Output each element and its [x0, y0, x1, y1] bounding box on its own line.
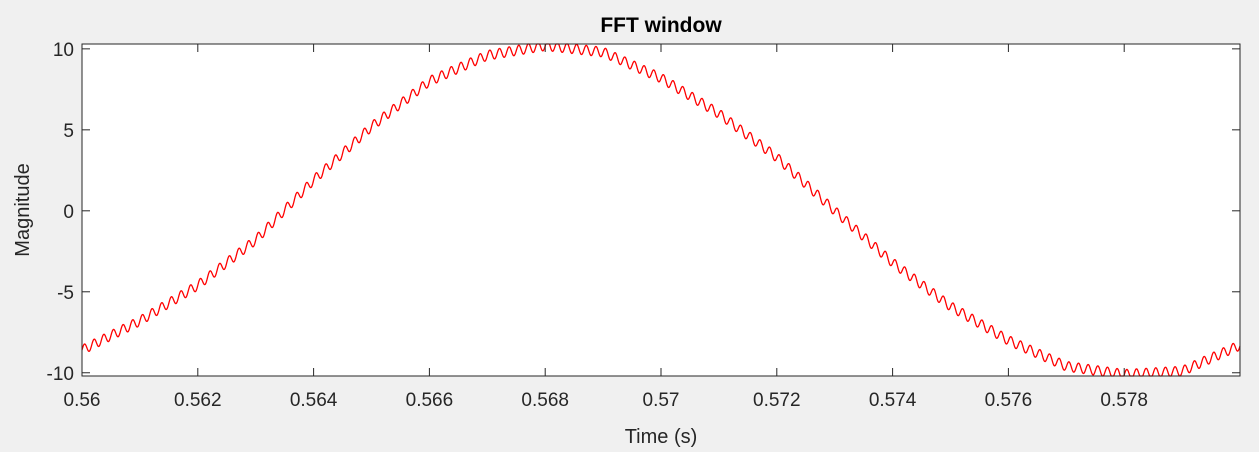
x-tick-label: 0.564 — [290, 390, 338, 411]
y-axis-label: Magnitude — [12, 163, 34, 256]
plot-area — [82, 44, 1240, 376]
y-tick-label: -10 — [47, 364, 74, 385]
chart-title: FFT window — [600, 14, 722, 37]
x-tick-label: 0.57 — [643, 390, 680, 411]
y-axis-tick-labels: -10 -5 0 5 10 — [47, 40, 74, 385]
x-tick-label: 0.572 — [753, 390, 801, 411]
y-tick-label: 0 — [63, 202, 74, 223]
y-tick-label: 5 — [63, 121, 74, 142]
series-line-0 — [81, 43, 1241, 377]
x-tick-label: 0.568 — [521, 390, 569, 411]
x-tick-label: 0.574 — [869, 390, 917, 411]
x-axis-tick-labels: 0.56 0.562 0.564 0.566 0.568 0.57 0.572 0.574 0.… — [64, 390, 1148, 411]
y-axis-ticks — [82, 48, 1240, 374]
x-tick-label: 0.576 — [985, 390, 1033, 411]
y-tick-label: 10 — [53, 40, 74, 61]
x-axis-label: Time (s) — [625, 426, 698, 448]
x-tick-label: 0.566 — [406, 390, 454, 411]
x-tick-label: 0.578 — [1100, 390, 1148, 411]
y-tick-label: -5 — [57, 283, 74, 304]
x-axis-ticks — [81, 44, 1125, 376]
x-tick-label: 0.56 — [64, 390, 101, 411]
x-tick-label: 0.562 — [174, 390, 222, 411]
plot-series — [81, 43, 1241, 377]
